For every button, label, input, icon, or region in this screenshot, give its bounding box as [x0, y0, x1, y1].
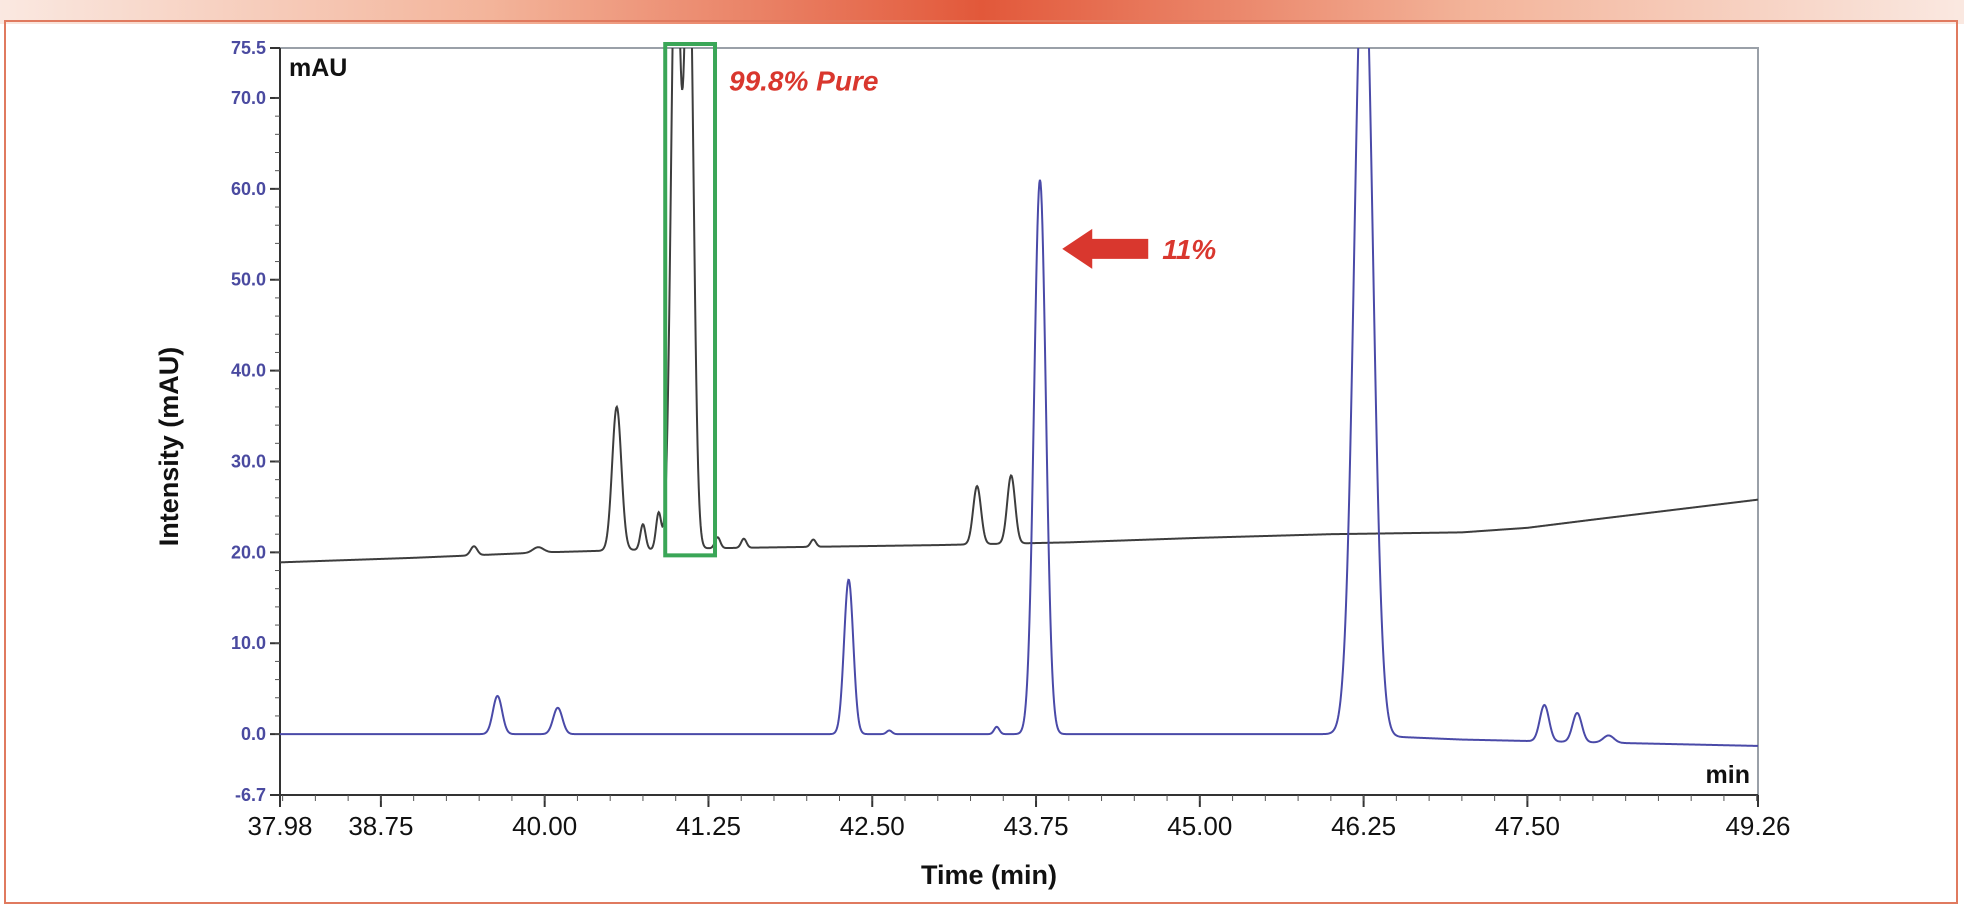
y-tick-label: -6.7 — [235, 785, 266, 805]
y-tick-label: 75.5 — [231, 38, 266, 58]
series-layer — [280, 48, 1758, 747]
y-tick-label: 60.0 — [231, 179, 266, 199]
x-tick-label: 41.25 — [676, 811, 741, 841]
y-unit-label: mAU — [289, 54, 347, 82]
x-tick-label: 43.75 — [1003, 811, 1068, 841]
x-tick-label: 46.25 — [1331, 811, 1396, 841]
x-tick-label: 49.26 — [1725, 811, 1790, 841]
y-axis: -6.7 0.0 10.0 20.0 30.0 40.0 50.0 60.0 70.0 75.5 — [231, 38, 281, 805]
x-tick-label: 42.50 — [840, 811, 905, 841]
y-tick-label: 20.0 — [231, 542, 266, 562]
purity-annotation-label: 99.8% Pure — [729, 66, 878, 97]
series-line-1 — [280, 48, 1758, 564]
y-tick-label: 0.0 — [241, 724, 266, 744]
y-tick-label: 30.0 — [231, 451, 266, 471]
x-unit-label: min — [1706, 761, 1750, 789]
impurity-annotation-label: 11% — [1162, 234, 1216, 265]
plot-area — [279, 47, 1759, 796]
y-tick-label: 50.0 — [231, 270, 266, 290]
x-tick-label: 47.50 — [1495, 811, 1560, 841]
x-axis-title: Time (min) — [921, 860, 1057, 890]
impurity-arrow-icon — [1062, 228, 1149, 269]
figure-frame — [4, 20, 1958, 904]
x-tick-label: 45.00 — [1167, 811, 1232, 841]
annotation-layer: 99.8% Pure 11% — [663, 42, 1216, 558]
y-tick-label: 40.0 — [231, 361, 266, 381]
y-tick-label: 70.0 — [231, 88, 266, 108]
x-tick-label: 37.98 — [247, 811, 312, 841]
x-tick-label: 38.75 — [348, 811, 413, 841]
y-axis-title: Intensity (mAU) — [154, 347, 184, 547]
purity-highlight-box — [663, 42, 718, 558]
y-tick-label: 10.0 — [231, 633, 266, 653]
x-axis: 37.98 38.75 40.00 41.25 42.50 43.75 45.00 46.25… — [247, 794, 1791, 841]
x-tick-label: 40.00 — [512, 811, 577, 841]
series-line-2 — [280, 48, 1758, 747]
